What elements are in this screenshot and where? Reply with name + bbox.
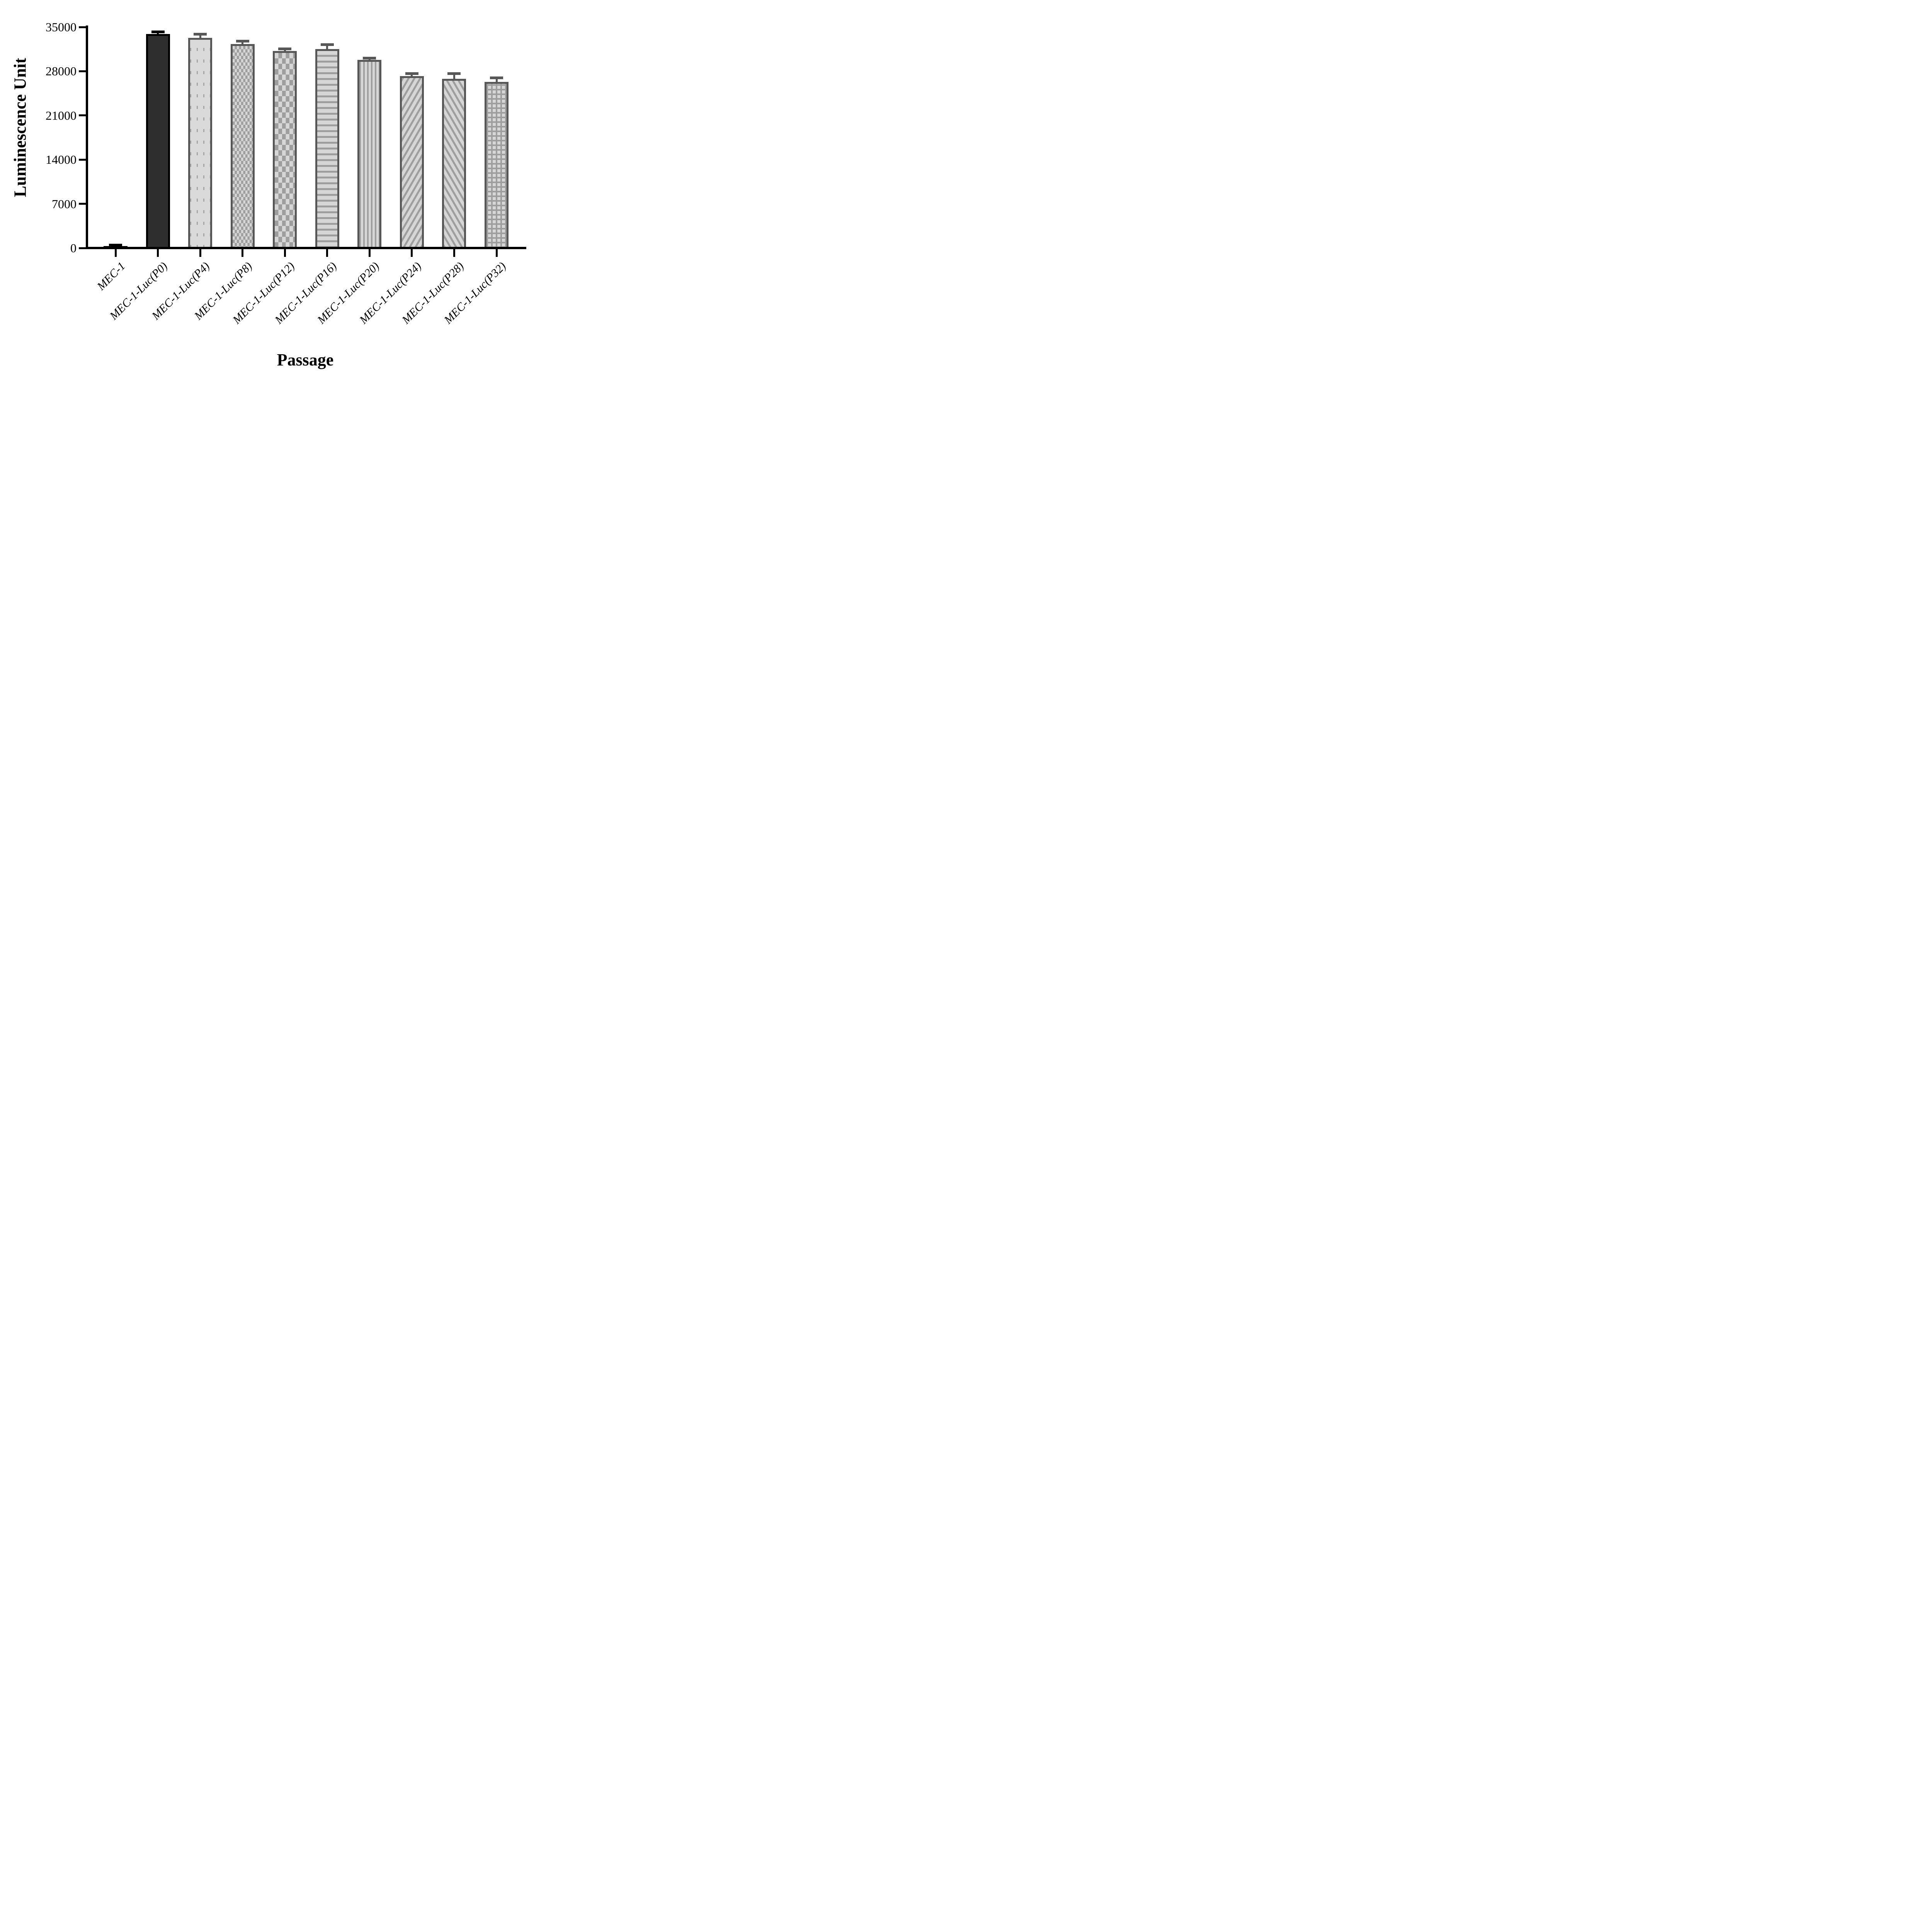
bar-chart-figure: 0 7000 14000 21000 28000 35000 MEC-1 MEC-1-Luc(… xyxy=(0,0,551,385)
bar-MEC-1-Luc(P0) xyxy=(146,34,170,248)
error-bar-stem-MEC-1-Luc(P8) xyxy=(242,41,244,45)
x-tick-2 xyxy=(157,249,159,257)
x-tick-6 xyxy=(326,249,328,257)
x-tick-8 xyxy=(411,249,413,257)
error-bar-cap-MEC-1-Luc(P0) xyxy=(151,31,165,34)
x-tick-1 xyxy=(114,249,117,257)
y-tick-label-7000: 7000 xyxy=(52,197,77,211)
error-bar-cap-MEC-1-Luc(P24) xyxy=(405,72,418,75)
x-tick-9 xyxy=(453,249,455,257)
error-bar-stem-MEC-1-Luc(P12) xyxy=(284,49,286,52)
error-bar-stem-MEC-1-Luc(P4) xyxy=(199,34,201,39)
x-axis-line xyxy=(86,247,526,249)
y-tick-label-35000: 35000 xyxy=(46,20,77,34)
x-tick-10 xyxy=(495,249,498,257)
bar-MEC-1-Luc(P24) xyxy=(400,76,424,248)
y-tick-0 xyxy=(79,247,86,249)
x-axis-title: Passage xyxy=(277,350,334,369)
error-bar-stem-MEC-1-Luc(P28) xyxy=(453,73,455,80)
error-bar-cap-MEC-1-Luc(P8) xyxy=(236,39,249,42)
error-bar-cap-MEC-1-Luc(P12) xyxy=(278,48,292,51)
error-bar-cap-MEC-1-Luc(P4) xyxy=(194,32,207,36)
error-bar-cap-MEC-1 xyxy=(109,243,122,246)
y-tick-21000 xyxy=(79,114,86,117)
error-bar-stem-MEC-1-Luc(P16) xyxy=(326,44,328,50)
error-bar-stem-MEC-1-Luc(P20) xyxy=(368,58,371,61)
y-tick-label-14000: 14000 xyxy=(46,153,77,167)
error-bar-stem-MEC-1-Luc(P0) xyxy=(157,32,159,35)
bar-MEC-1-Luc(P32) xyxy=(485,82,509,248)
x-tick-7 xyxy=(368,249,371,257)
x-tick-4 xyxy=(242,249,244,257)
y-tick-28000 xyxy=(79,70,86,72)
y-axis-title: Luminescence Unit xyxy=(10,58,30,197)
bar-MEC-1-Luc(P20) xyxy=(357,59,382,248)
y-tick-label-21000: 21000 xyxy=(46,108,77,122)
y-tick-14000 xyxy=(79,158,86,161)
y-axis-line xyxy=(86,25,88,249)
y-tick-35000 xyxy=(79,26,86,28)
y-tick-7000 xyxy=(79,203,86,205)
bar-MEC-1-Luc(P16) xyxy=(315,49,339,248)
error-bar-cap-MEC-1-Luc(P32) xyxy=(490,76,503,80)
bar-MEC-1-Luc(P4) xyxy=(188,37,213,248)
bar-MEC-1-Luc(P28) xyxy=(442,79,466,248)
bar-MEC-1-Luc(P8) xyxy=(230,44,255,248)
x-category-label-1: MEC-1 xyxy=(94,260,128,293)
error-bar-cap-MEC-1-Luc(P16) xyxy=(320,43,334,46)
x-tick-3 xyxy=(199,249,201,257)
x-tick-5 xyxy=(284,249,286,257)
bar-MEC-1-Luc(P12) xyxy=(273,51,297,248)
error-bar-cap-MEC-1-Luc(P20) xyxy=(363,56,376,59)
error-bar-stem-MEC-1-Luc(P24) xyxy=(411,73,413,77)
y-tick-label-0: 0 xyxy=(70,241,77,255)
error-bar-cap-MEC-1-Luc(P28) xyxy=(447,72,461,75)
y-tick-label-28000: 28000 xyxy=(46,64,77,78)
error-bar-stem-MEC-1-Luc(P32) xyxy=(495,78,498,83)
